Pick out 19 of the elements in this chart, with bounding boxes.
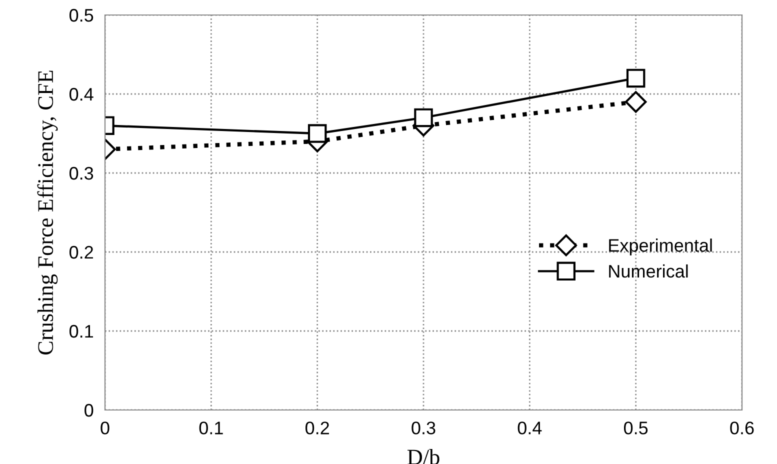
point [414,108,433,128]
point [624,91,647,113]
x-tick-label: 0.6 [730,422,754,434]
x-tick-label: 0 [100,422,110,434]
y-tick-label: 0.5 [69,8,94,22]
x-tick-label: 0.4 [518,422,542,434]
x-tick-label: 0.5 [624,422,648,434]
y-axis-title: Crushing Force Efficiency, CFE [37,70,58,354]
y-tick-label: 0.2 [69,246,93,259]
y-tick-label: 0.1 [69,324,94,338]
y-tick-label: 0.3 [69,166,94,180]
x-tick-label: 0.1 [199,422,223,434]
y-tick-label: 0 [84,404,94,417]
x-tick-label: 0.2 [305,422,329,434]
point [626,68,646,88]
legend-label: Numerical [609,264,688,278]
x-tick-label: 0.3 [412,422,436,434]
y-tick-label: 0.4 [69,88,94,101]
legend-label: Experimental [609,238,712,256]
